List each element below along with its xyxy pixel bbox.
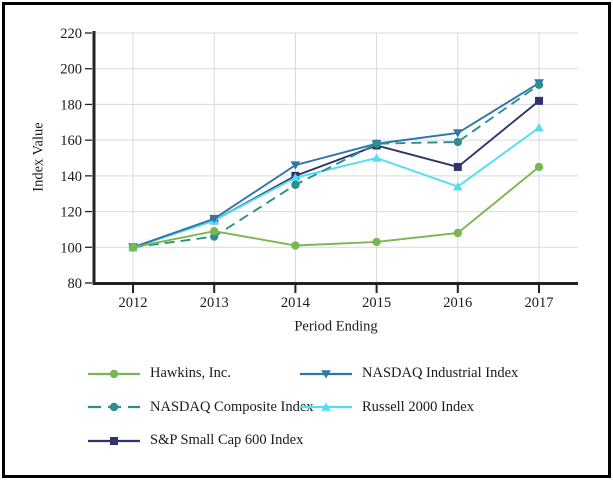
x-tick-label: 2013 — [200, 295, 229, 311]
legend-marker — [88, 436, 140, 445]
x-tick-label: 2014 — [281, 295, 311, 311]
series-marker-nasdaq-composite-index — [534, 80, 544, 89]
series-marker-russell-2000-index — [371, 153, 382, 162]
y-tick-label: 220 — [60, 26, 82, 42]
legend-marker-shape — [321, 402, 331, 412]
legend-marker-shape — [321, 369, 331, 379]
series-marker-s-p-small-cap-600-index — [453, 162, 462, 171]
series-marker-nasdaq-industrial-index — [453, 129, 463, 138]
y-tick-label: 120 — [60, 205, 82, 221]
legend-label: Russell 2000 Index — [362, 398, 474, 415]
x-axis-title: Period Ending — [294, 318, 378, 335]
y-tick-label: 80 — [68, 276, 83, 292]
legend-item-nasdaq-industrial-index: NASDAQ Industrial Index — [300, 365, 570, 382]
y-tick-label: 140 — [60, 169, 82, 185]
legend-item-hawkins-inc-: Hawkins, Inc. — [88, 365, 300, 382]
legend-marker-shape — [110, 436, 118, 445]
series-line-russell-2000-index — [132, 126, 540, 249]
series-marker-nasdaq-industrial-index — [209, 214, 219, 224]
x-tick-label: 2015 — [362, 295, 391, 311]
series-marker-nasdaq-industrial-index — [290, 161, 301, 170]
series-marker-hawkins-inc- — [128, 243, 138, 252]
y-tick-label: 200 — [60, 62, 82, 78]
y-axis-title: Index Value — [30, 122, 47, 192]
series-line-nasdaq-industrial-index — [132, 82, 540, 249]
y-tick-label: 180 — [60, 97, 82, 113]
legend-label: NASDAQ Composite Index — [150, 398, 314, 415]
series-marker-hawkins-inc- — [372, 237, 381, 247]
y-tick-label: 160 — [60, 133, 82, 149]
y-tick-label: 100 — [60, 240, 82, 256]
series-marker-s-p-small-cap-600-index — [535, 96, 543, 105]
legend-label: Hawkins, Inc. — [150, 365, 231, 382]
series-marker-russell-2000-index — [534, 123, 544, 132]
legend-item-nasdaq-composite-index: NASDAQ Composite Index — [88, 399, 314, 416]
legend-marker — [88, 403, 140, 412]
x-tick-label: 2012 — [119, 295, 148, 311]
series-marker-hawkins-inc- — [534, 162, 544, 172]
legend-label: NASDAQ Industrial Index — [362, 365, 519, 382]
series-marker-russell-2000-index — [290, 173, 301, 182]
series-line-hawkins-inc- — [132, 166, 540, 249]
series-marker-hawkins-inc- — [210, 227, 219, 236]
legend-marker — [300, 402, 352, 412]
legend-marker — [88, 369, 140, 378]
series-marker-nasdaq-composite-index — [453, 137, 462, 147]
x-tick-label: 2016 — [443, 295, 472, 311]
x-tick-label: 2017 — [525, 295, 554, 311]
series-marker-nasdaq-composite-index — [372, 139, 381, 148]
chart-legend: Hawkins, Inc. NASDAQ Industrial Index NASD… — [88, 357, 570, 458]
legend-label: S&P Small Cap 600 Index — [150, 432, 304, 449]
series-marker-hawkins-inc- — [453, 228, 462, 238]
legend-marker-shape — [109, 369, 119, 378]
series-marker-hawkins-inc- — [291, 241, 300, 250]
series-marker-russell-2000-index — [453, 182, 463, 191]
legend-item-russell-2000-index: Russell 2000 Index — [300, 399, 570, 416]
line-chart: 80 100 120 140 160 180 200 220 2012 2013 2014 2015 2… — [60, 26, 578, 311]
legend-marker-shape — [109, 403, 119, 412]
legend-marker — [300, 369, 352, 379]
series-marker-nasdaq-composite-index — [291, 180, 300, 189]
series-line-nasdaq-composite-index — [132, 84, 540, 249]
legend-item-s-p-small-cap-600-index: S&P Small Cap 600 Index — [88, 432, 304, 449]
